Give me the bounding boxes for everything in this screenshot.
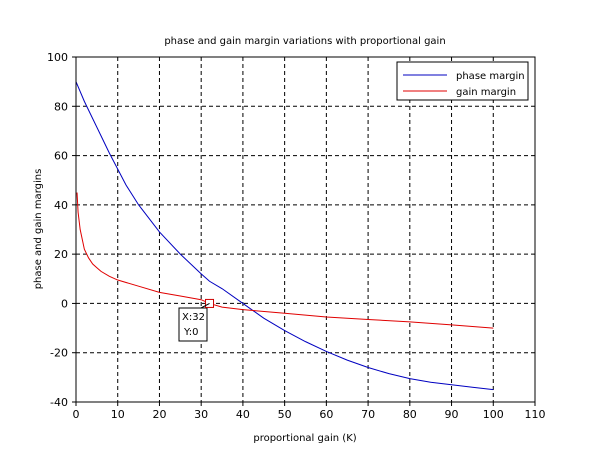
legend-entry: phase margin [456, 71, 525, 82]
chart-title: phase and gain margin variations with pr… [164, 36, 445, 47]
y-tick-label: 100 [47, 51, 68, 64]
x-tick-label: 50 [278, 408, 292, 421]
datatip-x-label: X:32 [182, 312, 205, 323]
y-tick-label: 60 [54, 150, 68, 163]
grid-lines [76, 57, 535, 402]
x-tick-label: 80 [403, 408, 417, 421]
legend: phase margin gain margin [396, 61, 529, 101]
x-tick-label: 60 [319, 408, 333, 421]
x-tick-label: 20 [152, 408, 166, 421]
y-tick-label: 20 [54, 248, 68, 261]
gain-margin-line [76, 192, 494, 329]
axis-ticks: 0 10 20 30 40 50 60 70 80 90 100 110 -40 -20 0 20 40 60 80… [47, 51, 546, 421]
x-tick-label: 90 [445, 408, 459, 421]
legend-box [396, 61, 529, 101]
x-tick-label: 110 [525, 408, 546, 421]
x-tick-label: 30 [194, 408, 208, 421]
y-axis-label: phase and gain margins [33, 169, 44, 290]
datatip-y-label: Y:0 [183, 327, 199, 338]
x-tick-label: 100 [483, 408, 504, 421]
y-tick-label: 40 [54, 199, 68, 212]
plot-series [75, 81, 494, 391]
y-tick-label: 0 [61, 297, 68, 310]
datatip-box [178, 307, 208, 342]
y-tick-label: 80 [54, 100, 68, 113]
legend-entry: gain margin [456, 87, 516, 98]
y-tick-label: -20 [50, 347, 68, 360]
x-axis-label: proportional gain (K) [253, 433, 356, 444]
x-tick-label: 10 [111, 408, 125, 421]
x-tick-label: 40 [236, 408, 250, 421]
x-tick-label: 70 [361, 408, 375, 421]
phase-margin-line [75, 81, 494, 391]
y-tick-label: -40 [50, 396, 68, 409]
datatip: X:32 Y:0 [178, 298, 215, 342]
plot-frame [75, 56, 536, 403]
datatip-pointer [200, 302, 210, 309]
x-tick-label: 0 [73, 408, 80, 421]
